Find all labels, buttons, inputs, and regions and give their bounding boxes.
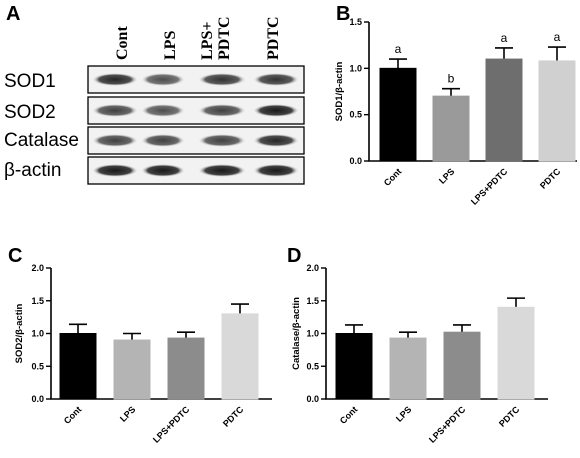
category-label: LPS+PDTC bbox=[151, 404, 192, 445]
lane-label-lps-pdtc-line2: PDTC bbox=[216, 16, 233, 60]
y-tick-label: 0.0 bbox=[306, 394, 319, 404]
y-axis-label: Catalase/β-actin bbox=[291, 297, 302, 370]
category-label: Cont bbox=[382, 166, 404, 188]
lane-label-pdtc: PDTC bbox=[265, 16, 282, 60]
lane-label-cont: Cont bbox=[114, 26, 131, 60]
row-label-sod1: SOD1 bbox=[4, 71, 56, 92]
bar bbox=[389, 337, 427, 400]
bar bbox=[59, 333, 97, 400]
blot-band bbox=[198, 104, 246, 117]
lane-labels: Cont LPS LPS+ PDTC PDTC bbox=[114, 16, 282, 60]
blot-band bbox=[141, 73, 185, 86]
blot-band bbox=[92, 164, 138, 177]
blot-band bbox=[253, 73, 299, 86]
row-label-beta-actin: β-actin bbox=[4, 160, 61, 181]
blot-band bbox=[92, 73, 138, 86]
panel-label-a: A bbox=[6, 3, 20, 25]
panel-label-d: D bbox=[287, 245, 301, 267]
bar bbox=[221, 313, 259, 400]
category-label: LPS bbox=[394, 404, 413, 423]
blot-strips bbox=[87, 65, 305, 185]
y-tick-label: 1.0 bbox=[31, 329, 44, 339]
bar bbox=[379, 67, 417, 162]
y-tick-label: 0.5 bbox=[306, 361, 319, 371]
blot-band bbox=[198, 134, 246, 147]
bar bbox=[167, 337, 205, 400]
panel-label-c: C bbox=[8, 245, 22, 267]
category-label: PDTC bbox=[221, 404, 246, 429]
lane-label-lps-pdtc-line1: LPS+ bbox=[199, 22, 216, 60]
bar bbox=[485, 58, 523, 162]
panel-label-b: B bbox=[336, 3, 350, 25]
bar bbox=[497, 306, 535, 400]
category-label: LPS+PDTC bbox=[427, 404, 468, 445]
chart-sod1: 0.0 0.5 1.0 1.5 SOD1/β-actin Cont a LPS b LPS+PDT… bbox=[334, 17, 577, 207]
significance-label: b bbox=[448, 72, 455, 86]
y-tick-label: 0.0 bbox=[349, 156, 362, 166]
y-tick-label: 2.0 bbox=[306, 263, 319, 273]
row-label-sod2: SOD2 bbox=[4, 102, 56, 123]
significance-label: a bbox=[395, 42, 402, 56]
bar bbox=[432, 95, 470, 162]
y-tick-label: 1.5 bbox=[31, 296, 44, 306]
category-label: PDTC bbox=[538, 166, 563, 191]
y-axis-label: SOD2/β-actin bbox=[14, 303, 25, 363]
significance-label: a bbox=[554, 30, 561, 44]
blot-band bbox=[253, 134, 299, 147]
blot-band bbox=[253, 104, 299, 117]
significance-label: a bbox=[501, 31, 508, 45]
bar bbox=[335, 333, 373, 400]
category-label: Cont bbox=[338, 404, 360, 426]
category-label: Cont bbox=[62, 404, 84, 426]
lane-label-lps: LPS bbox=[162, 31, 179, 60]
row-label-catalase: Catalase bbox=[4, 130, 79, 151]
blot-band bbox=[198, 73, 246, 86]
category-label: LPS+PDTC bbox=[469, 166, 510, 207]
bar bbox=[538, 60, 576, 162]
blot-band bbox=[198, 164, 246, 177]
chart-catalase: 0.0 0.5 1.0 1.5 2.0 Catalase/β-actin Cont LPS LP… bbox=[291, 263, 548, 445]
y-tick-label: 1.5 bbox=[306, 296, 319, 306]
y-axis-label: SOD1/β-actin bbox=[334, 61, 345, 121]
blot-band bbox=[141, 104, 185, 117]
y-tick-label: 0.5 bbox=[31, 361, 44, 371]
blot-band bbox=[92, 104, 138, 117]
bar bbox=[113, 339, 151, 400]
bar bbox=[443, 331, 481, 400]
category-label: LPS bbox=[437, 166, 456, 185]
category-label: LPS bbox=[118, 404, 137, 423]
category-label: PDTC bbox=[497, 404, 522, 429]
y-tick-label: 1.0 bbox=[306, 329, 319, 339]
blot-band bbox=[92, 134, 138, 147]
blot-band bbox=[253, 164, 299, 177]
chart-sod2: 0.0 0.5 1.0 1.5 2.0 SOD2/β-actin Cont LPS LPS+PD… bbox=[14, 263, 272, 445]
y-tick-label: 1.0 bbox=[349, 63, 362, 73]
y-tick-label: 0.5 bbox=[349, 110, 362, 120]
blot-band bbox=[141, 164, 185, 177]
y-tick-label: 0.0 bbox=[31, 394, 44, 404]
blot-panel: A Cont LPS LPS+ PDTC PDTC SOD1 SOD2 Cata… bbox=[4, 3, 305, 185]
y-tick-label: 2.0 bbox=[31, 263, 44, 273]
blot-band bbox=[141, 134, 185, 147]
y-tick-label: 1.5 bbox=[349, 17, 362, 27]
